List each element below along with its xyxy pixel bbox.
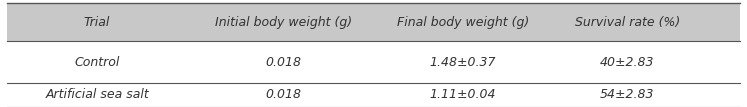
Bar — [7, 3, 740, 41]
Text: 54±2.83: 54±2.83 — [601, 88, 654, 101]
Text: 40±2.83: 40±2.83 — [601, 56, 654, 69]
Text: 1.11±0.04: 1.11±0.04 — [430, 88, 497, 101]
Text: Artificial sea salt: Artificial sea salt — [46, 88, 149, 101]
Text: 0.018: 0.018 — [266, 56, 302, 69]
Text: Final body weight (g): Final body weight (g) — [397, 16, 530, 29]
Text: 0.018: 0.018 — [266, 88, 302, 101]
Text: Initial body weight (g): Initial body weight (g) — [215, 16, 353, 29]
Text: Survival rate (%): Survival rate (%) — [575, 16, 680, 29]
Text: 1.48±0.37: 1.48±0.37 — [430, 56, 497, 69]
Text: Control: Control — [75, 56, 120, 69]
Text: Trial: Trial — [84, 16, 111, 29]
